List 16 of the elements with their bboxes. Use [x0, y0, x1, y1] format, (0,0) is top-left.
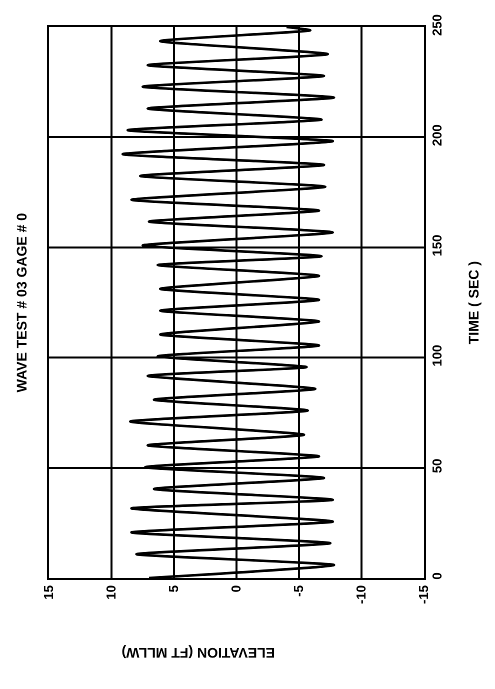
x-tick-label: 10 — [104, 585, 119, 600]
y-axis-title: TIME ( SEC ) — [465, 261, 482, 344]
y-tick-label: 100 — [430, 344, 445, 366]
x-tick-label: 5 — [166, 585, 182, 592]
y-tick-label: 0 — [430, 572, 445, 580]
y-tick-label: 50 — [430, 458, 445, 474]
x-tick-label: -15 — [416, 585, 432, 604]
text: WAVE TEST # 03 GAGE # 0 — [13, 212, 30, 392]
x-tick-label: -5 — [291, 585, 306, 597]
y-tick-label: 200 — [430, 124, 445, 146]
x-axis-title: ELEVATION (FT MLLW) — [122, 644, 275, 661]
x-tick-label: -10 — [354, 585, 369, 604]
y-tick-label: 150 — [430, 234, 445, 256]
x-tick-label: 15 — [41, 585, 56, 600]
y-tick-label: 250 — [430, 14, 445, 36]
x-tick-label: 0 — [228, 585, 244, 592]
